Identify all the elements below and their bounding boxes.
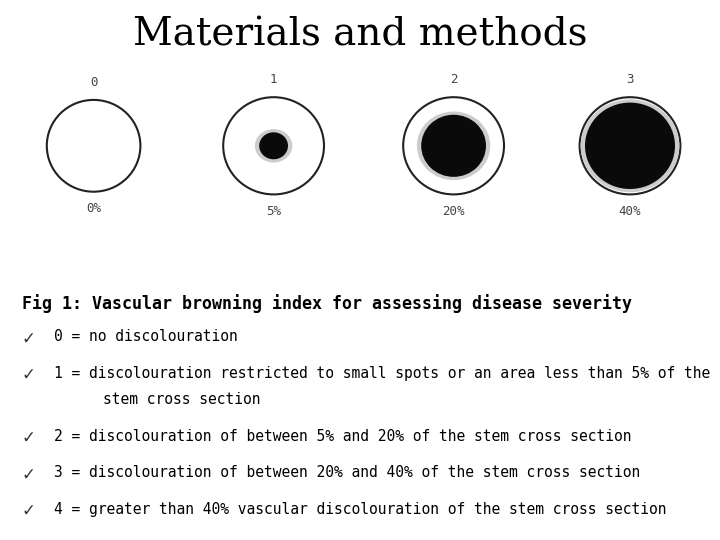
Text: 0 = no discolouration: 0 = no discolouration [54,329,238,345]
Text: ✓: ✓ [22,366,35,384]
Text: ✓: ✓ [22,465,35,483]
Text: Materials and methods: Materials and methods [132,16,588,53]
Text: Fig 1: Vascular browning index for assessing disease severity: Fig 1: Vascular browning index for asses… [22,294,631,313]
Text: 3 = discolouration of between 20% and 40% of the stem cross section: 3 = discolouration of between 20% and 40… [54,465,640,481]
Ellipse shape [421,115,486,177]
Text: ✓: ✓ [22,429,35,447]
Ellipse shape [259,132,288,159]
Text: 4 = greater than 40% vascular discolouration of the stem cross section: 4 = greater than 40% vascular discoloura… [54,502,667,517]
Ellipse shape [417,111,490,180]
Text: 5%: 5% [266,205,281,218]
Text: 1: 1 [270,73,277,86]
Text: 40%: 40% [618,205,642,218]
Text: 3: 3 [626,73,634,86]
Text: 0: 0 [90,76,97,89]
Ellipse shape [255,129,292,163]
Text: 2 = discolouration of between 5% and 20% of the stem cross section: 2 = discolouration of between 5% and 20%… [54,429,631,444]
Ellipse shape [223,97,324,194]
Ellipse shape [580,97,680,194]
Ellipse shape [580,99,680,192]
Text: 1 = discolouration restricted to small spots or an area less than 5% of the: 1 = discolouration restricted to small s… [54,366,710,381]
Text: ✓: ✓ [22,502,35,520]
Text: ✓: ✓ [22,329,35,347]
Text: 0%: 0% [86,202,101,215]
Ellipse shape [585,103,675,189]
Ellipse shape [403,97,504,194]
Ellipse shape [47,100,140,192]
Text: 2: 2 [450,73,457,86]
Text: stem cross section: stem cross section [68,392,261,407]
Text: 20%: 20% [442,205,465,218]
